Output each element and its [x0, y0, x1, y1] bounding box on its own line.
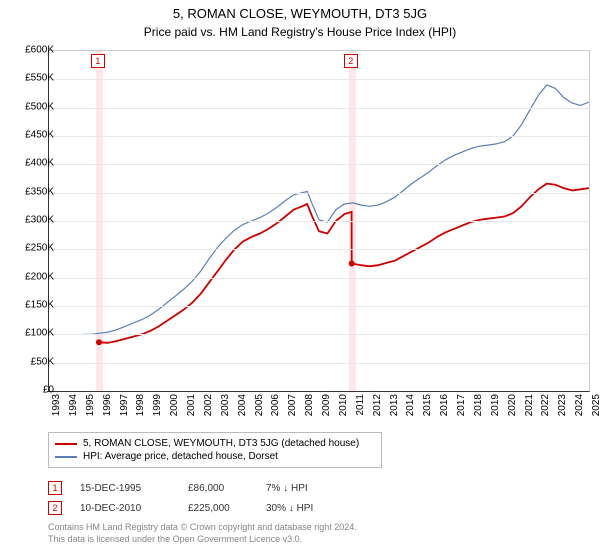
x-axis-tick: 2012 [372, 394, 383, 424]
y-axis-tick: £200K [10, 271, 54, 282]
x-axis-tick: 2008 [304, 394, 315, 424]
sale-date: 15-DEC-1995 [80, 483, 170, 494]
legend-row: HPI: Average price, detached house, Dors… [55, 450, 375, 463]
sale-marker: 1 [91, 54, 105, 68]
legend-label: HPI: Average price, detached house, Dors… [83, 451, 278, 462]
chart-legend: 5, ROMAN CLOSE, WEYMOUTH, DT3 5JG (detac… [48, 432, 382, 468]
x-axis-tick: 2015 [422, 394, 433, 424]
x-axis-tick: 2011 [355, 394, 366, 424]
sale-row: 1 15-DEC-1995 £86,000 7% ↓ HPI [48, 478, 346, 498]
sale-index-box: 2 [48, 501, 62, 515]
y-axis-tick: £150K [10, 300, 54, 311]
chart-plot-area [48, 50, 590, 392]
x-axis-tick: 1997 [119, 394, 130, 424]
sale-point [96, 339, 102, 345]
y-axis-tick: £400K [10, 158, 54, 169]
x-axis-tick: 2018 [473, 394, 484, 424]
x-axis-tick: 2002 [203, 394, 214, 424]
y-axis-tick: £350K [10, 186, 54, 197]
series-hpi [83, 85, 589, 334]
x-axis-tick: 1995 [85, 394, 96, 424]
x-axis-tick: 2004 [237, 394, 248, 424]
x-axis-tick: 2001 [186, 394, 197, 424]
chart-footer: Contains HM Land Registry data © Crown c… [48, 522, 357, 545]
sale-marker: 2 [344, 54, 358, 68]
legend-swatch [55, 456, 77, 458]
y-axis-tick: £550K [10, 73, 54, 84]
x-axis-tick: 2017 [456, 394, 467, 424]
x-axis-tick: 2005 [254, 394, 265, 424]
chart-subtitle: Price paid vs. HM Land Registry's House … [0, 21, 600, 39]
footer-line-2: This data is licensed under the Open Gov… [48, 534, 357, 546]
x-axis-tick: 2009 [321, 394, 332, 424]
sale-point [349, 261, 355, 267]
y-axis-tick: £250K [10, 243, 54, 254]
sale-delta: 30% ↓ HPI [266, 503, 346, 514]
x-axis-tick: 1999 [152, 394, 163, 424]
chart-title: 5, ROMAN CLOSE, WEYMOUTH, DT3 5JG [0, 0, 600, 21]
y-axis-tick: £450K [10, 130, 54, 141]
x-axis-tick: 2016 [439, 394, 450, 424]
x-axis-tick: 2025 [591, 394, 600, 424]
x-axis-tick: 2014 [405, 394, 416, 424]
sale-date: 10-DEC-2010 [80, 503, 170, 514]
sale-index-box: 1 [48, 481, 62, 495]
sales-table: 1 15-DEC-1995 £86,000 7% ↓ HPI 2 10-DEC-2010 £… [48, 478, 346, 518]
x-axis-tick: 2007 [287, 394, 298, 424]
x-axis-tick: 1996 [102, 394, 113, 424]
x-axis-tick: 2000 [169, 394, 180, 424]
x-axis-tick: 2020 [507, 394, 518, 424]
x-axis-tick: 2013 [389, 394, 400, 424]
legend-swatch [55, 443, 77, 445]
legend-row: 5, ROMAN CLOSE, WEYMOUTH, DT3 5JG (detac… [55, 437, 375, 450]
x-axis-tick: 2021 [524, 394, 535, 424]
series-property [99, 184, 589, 343]
sale-delta: 7% ↓ HPI [266, 483, 346, 494]
x-axis-tick: 2003 [220, 394, 231, 424]
y-axis-tick: £600K [10, 45, 54, 56]
x-axis-tick: 1998 [135, 394, 146, 424]
y-axis-tick: £0 [10, 385, 54, 396]
footer-line-1: Contains HM Land Registry data © Crown c… [48, 522, 357, 534]
sale-price: £225,000 [188, 503, 248, 514]
sale-price: £86,000 [188, 483, 248, 494]
x-axis-tick: 2010 [338, 394, 349, 424]
x-axis-tick: 2024 [574, 394, 585, 424]
legend-label: 5, ROMAN CLOSE, WEYMOUTH, DT3 5JG (detac… [83, 438, 359, 449]
x-axis-tick: 2019 [490, 394, 501, 424]
y-axis-tick: £50K [10, 356, 54, 367]
x-axis-tick: 1993 [51, 394, 62, 424]
y-axis-tick: £500K [10, 101, 54, 112]
y-axis-tick: £100K [10, 328, 54, 339]
sale-row: 2 10-DEC-2010 £225,000 30% ↓ HPI [48, 498, 346, 518]
x-axis-tick: 2006 [270, 394, 281, 424]
x-axis-tick: 2022 [540, 394, 551, 424]
y-axis-tick: £300K [10, 215, 54, 226]
x-axis-tick: 1994 [68, 394, 79, 424]
x-axis-tick: 2023 [557, 394, 568, 424]
